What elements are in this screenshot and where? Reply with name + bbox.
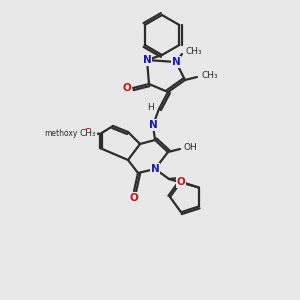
Text: H: H <box>147 103 153 112</box>
Text: CH₃: CH₃ <box>186 46 202 56</box>
Text: O: O <box>177 177 185 187</box>
Text: N: N <box>172 57 180 67</box>
Text: O: O <box>84 128 92 138</box>
Text: methoxy: methoxy <box>45 128 78 137</box>
Text: CH₃: CH₃ <box>201 71 217 80</box>
Text: N: N <box>148 120 158 130</box>
Text: O: O <box>123 83 131 93</box>
Text: OH: OH <box>183 143 197 152</box>
Text: O: O <box>130 193 138 203</box>
Text: N: N <box>151 164 159 174</box>
Text: N: N <box>142 55 152 65</box>
Text: CH₃: CH₃ <box>80 128 97 137</box>
